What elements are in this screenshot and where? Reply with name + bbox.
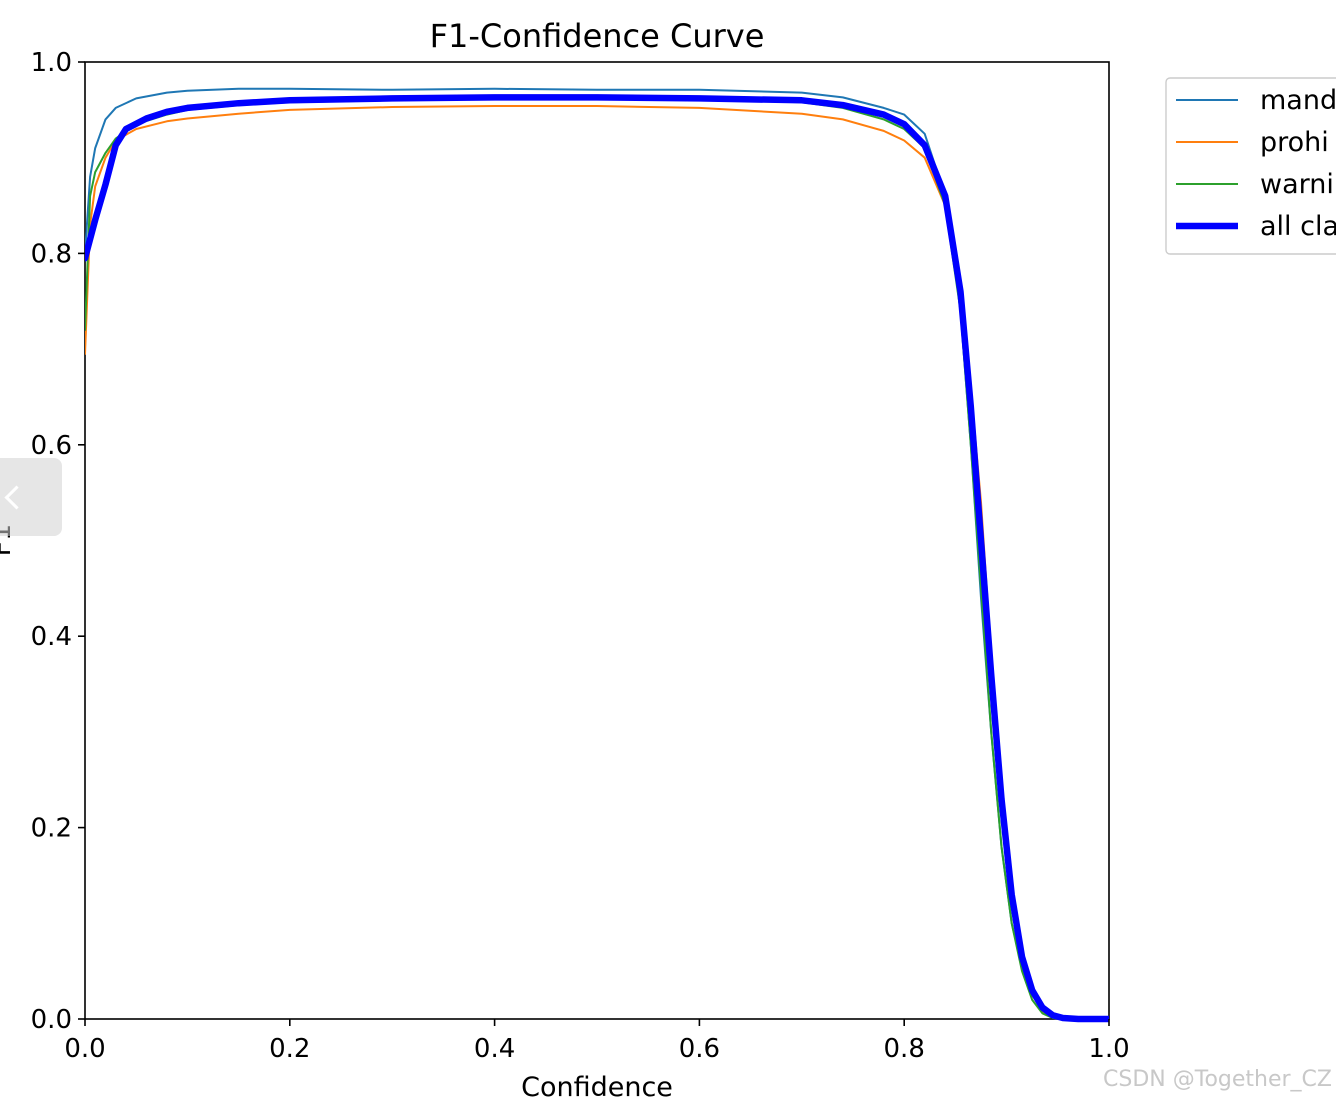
previous-button[interactable] — [0, 458, 62, 536]
y-tick-label: 0.4 — [31, 622, 72, 652]
x-tick-label: 0.6 — [679, 1034, 720, 1064]
watermark: CSDN @Together_CZ — [1103, 1067, 1332, 1092]
x-tick-label: 0.0 — [64, 1034, 105, 1064]
plot-frame — [84, 61, 1110, 1020]
y-tick-label: 0.0 — [31, 1005, 72, 1035]
x-axis-ticks: 0.0 0.2 0.4 0.6 0.8 1.0 — [64, 1019, 1130, 1064]
y-tick-label: 1.0 — [31, 48, 72, 78]
legend-label-0: mand — [1260, 85, 1336, 116]
x-tick-label: 0.2 — [269, 1034, 310, 1064]
y-tick-label: 0.2 — [31, 814, 72, 844]
y-axis-ticks: 0.0 0.2 0.4 0.6 0.8 1.0 — [31, 48, 85, 1035]
legend-frame — [1165, 77, 1336, 255]
legend: mand prohi warni all cla — [1165, 77, 1336, 255]
legend-label-1: prohi — [1260, 127, 1329, 158]
x-tick-label: 0.4 — [474, 1034, 515, 1064]
y-tick-label: 0.6 — [31, 431, 72, 461]
series-line-3 — [85, 94, 1109, 1023]
legend-label-3: all cla — [1260, 211, 1336, 242]
x-tick-label: 1.0 — [1088, 1034, 1129, 1064]
legend-label-2: warni — [1260, 169, 1334, 200]
series-layer — [85, 87, 1109, 1023]
plot-area — [84, 61, 1110, 1020]
x-axis-label: Confidence — [521, 1072, 673, 1100]
x-tick-label: 0.8 — [884, 1034, 925, 1064]
y-tick-label: 0.8 — [31, 239, 72, 269]
chart-title: F1-Confidence Curve — [430, 17, 765, 55]
chevron-left-icon — [3, 484, 29, 510]
